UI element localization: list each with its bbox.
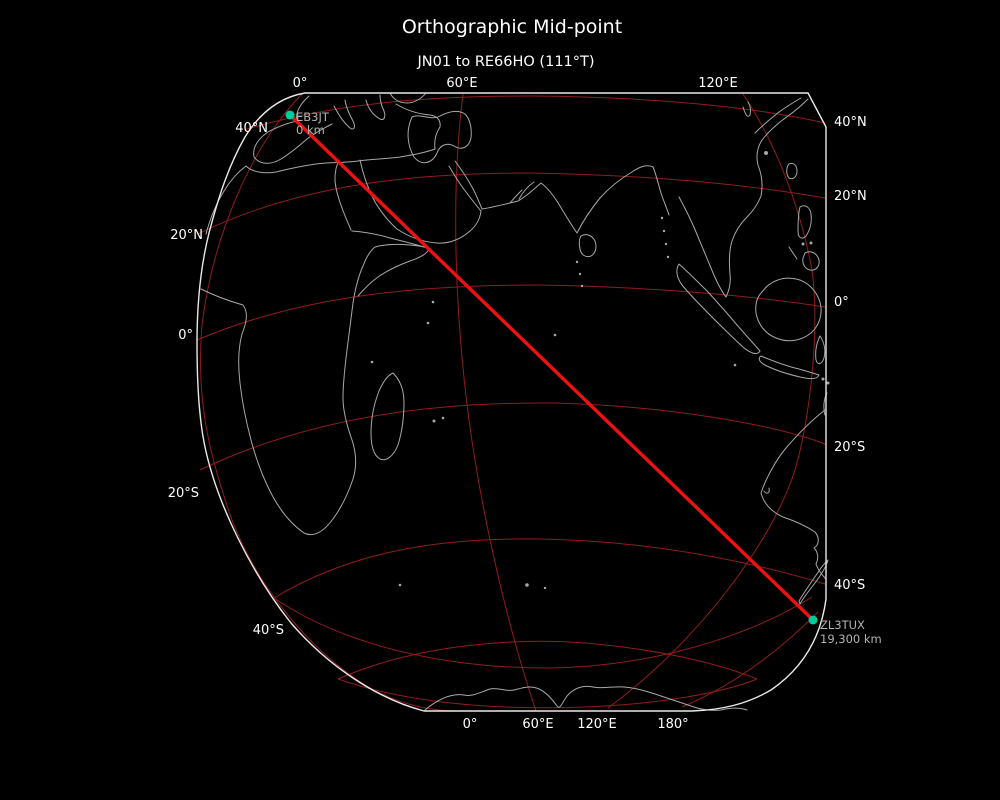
coast-gujarat-2 bbox=[509, 189, 523, 204]
coast-sulawesi bbox=[815, 335, 826, 365]
endpoint-labels: EB3JT 0 km ZL3TUX 19,300 km bbox=[296, 110, 882, 646]
coast-madagascar bbox=[370, 372, 405, 461]
coast-japan bbox=[754, 97, 802, 134]
end-callsign-label: ZL3TUX bbox=[820, 618, 865, 632]
page-title: Orthographic Mid-point bbox=[402, 16, 622, 38]
tick-left-0: 0° bbox=[178, 328, 193, 343]
coast-africa bbox=[200, 243, 430, 536]
parallel-20n bbox=[197, 172, 826, 235]
coast-java bbox=[758, 355, 820, 380]
coast-gujarat-1 bbox=[518, 181, 535, 200]
graticule-lines bbox=[196, 93, 826, 712]
coast-mindanao bbox=[802, 251, 820, 271]
small-islands bbox=[370, 216, 737, 590]
tick-bottom-180: 180° bbox=[657, 717, 688, 732]
tick-right-40s: 40°S bbox=[834, 578, 865, 593]
end-marker bbox=[808, 615, 818, 625]
tick-bottom-0: 0° bbox=[463, 717, 478, 732]
tick-right-20n: 20°N bbox=[834, 189, 867, 204]
tick-right-0: 0° bbox=[834, 295, 849, 310]
island-bali bbox=[821, 377, 825, 381]
coast-shark-bay bbox=[763, 487, 770, 494]
tick-right-40n: 40°N bbox=[834, 115, 867, 130]
meridian-180 bbox=[681, 611, 819, 708]
great-circle-path bbox=[288, 113, 815, 622]
coast-korea bbox=[742, 101, 751, 117]
tick-bottom-120e: 120°E bbox=[577, 717, 617, 732]
coast-sumatra bbox=[676, 263, 761, 355]
parallel-40s-lower bbox=[273, 596, 813, 669]
coast-iran-india-west bbox=[481, 182, 578, 234]
coast-palawan bbox=[788, 246, 798, 260]
coast-australia bbox=[760, 409, 827, 580]
meridian-60e bbox=[455, 93, 537, 712]
island-lombok bbox=[826, 381, 830, 385]
tick-top-60e: 60°E bbox=[446, 76, 477, 91]
end-distance-label: 19,300 km bbox=[820, 632, 882, 646]
coast-caspian-sea bbox=[407, 110, 472, 164]
tick-left-20n: 20°N bbox=[170, 228, 203, 243]
coast-red-sea-west bbox=[334, 161, 352, 231]
tick-labels-top: 0° 60°E 120°E bbox=[293, 76, 738, 91]
island-visayas-2 bbox=[809, 241, 813, 245]
coast-antarctica bbox=[424, 685, 748, 711]
coast-levant-north-africa bbox=[205, 103, 441, 235]
route-subtitle: JN01 to RE66HO (111°T) bbox=[416, 54, 594, 70]
tick-left-40n: 40°N bbox=[235, 121, 268, 136]
tick-labels-right: 40°N 20°N 0° 20°S 40°S bbox=[834, 115, 867, 593]
start-distance-label: 0 km bbox=[296, 123, 325, 137]
parallel-0 bbox=[196, 284, 826, 341]
tick-top-0: 0° bbox=[293, 76, 308, 91]
meridian-120e bbox=[607, 93, 816, 709]
meridian-0 bbox=[200, 93, 459, 712]
tick-labels-left: 40°N 20°N 0° 20°S 40°S bbox=[168, 121, 284, 638]
coast-new-zealand bbox=[798, 559, 829, 605]
coast-persian-gulf-east bbox=[454, 160, 483, 210]
tick-right-20s: 20°S bbox=[834, 440, 865, 455]
coast-arabia bbox=[396, 210, 482, 244]
parallel-60s-upper bbox=[337, 640, 758, 680]
map-boundary bbox=[196, 92, 827, 712]
tick-bottom-60e: 60°E bbox=[522, 717, 553, 732]
coast-india-east-burma bbox=[576, 165, 670, 234]
coast-persian-gulf-west bbox=[448, 165, 482, 212]
tick-left-40s: 40°S bbox=[253, 623, 284, 638]
coast-taiwan bbox=[786, 162, 798, 180]
start-marker bbox=[285, 110, 295, 120]
coast-gulf-of-aden bbox=[351, 230, 428, 249]
coast-sri-lanka bbox=[578, 234, 597, 258]
coast-italy bbox=[333, 99, 355, 130]
coast-greece bbox=[365, 94, 386, 120]
coast-luzon bbox=[797, 205, 812, 239]
island-hainan bbox=[764, 151, 768, 155]
coast-red-sea-east bbox=[359, 159, 398, 230]
coast-borneo bbox=[755, 277, 822, 342]
parallel-20s bbox=[199, 402, 826, 471]
coast-malay-indochina-china bbox=[678, 98, 809, 298]
tick-top-120e: 120°E bbox=[698, 76, 738, 91]
tick-labels-bottom: 0° 60°E 120°E 180° bbox=[463, 717, 689, 732]
island-visayas-1 bbox=[801, 242, 805, 246]
tick-left-20s: 20°S bbox=[168, 486, 199, 501]
parallel-40s-upper bbox=[273, 538, 826, 599]
coast-black-sea bbox=[389, 92, 427, 104]
start-callsign-label: EB3JT bbox=[296, 110, 330, 124]
